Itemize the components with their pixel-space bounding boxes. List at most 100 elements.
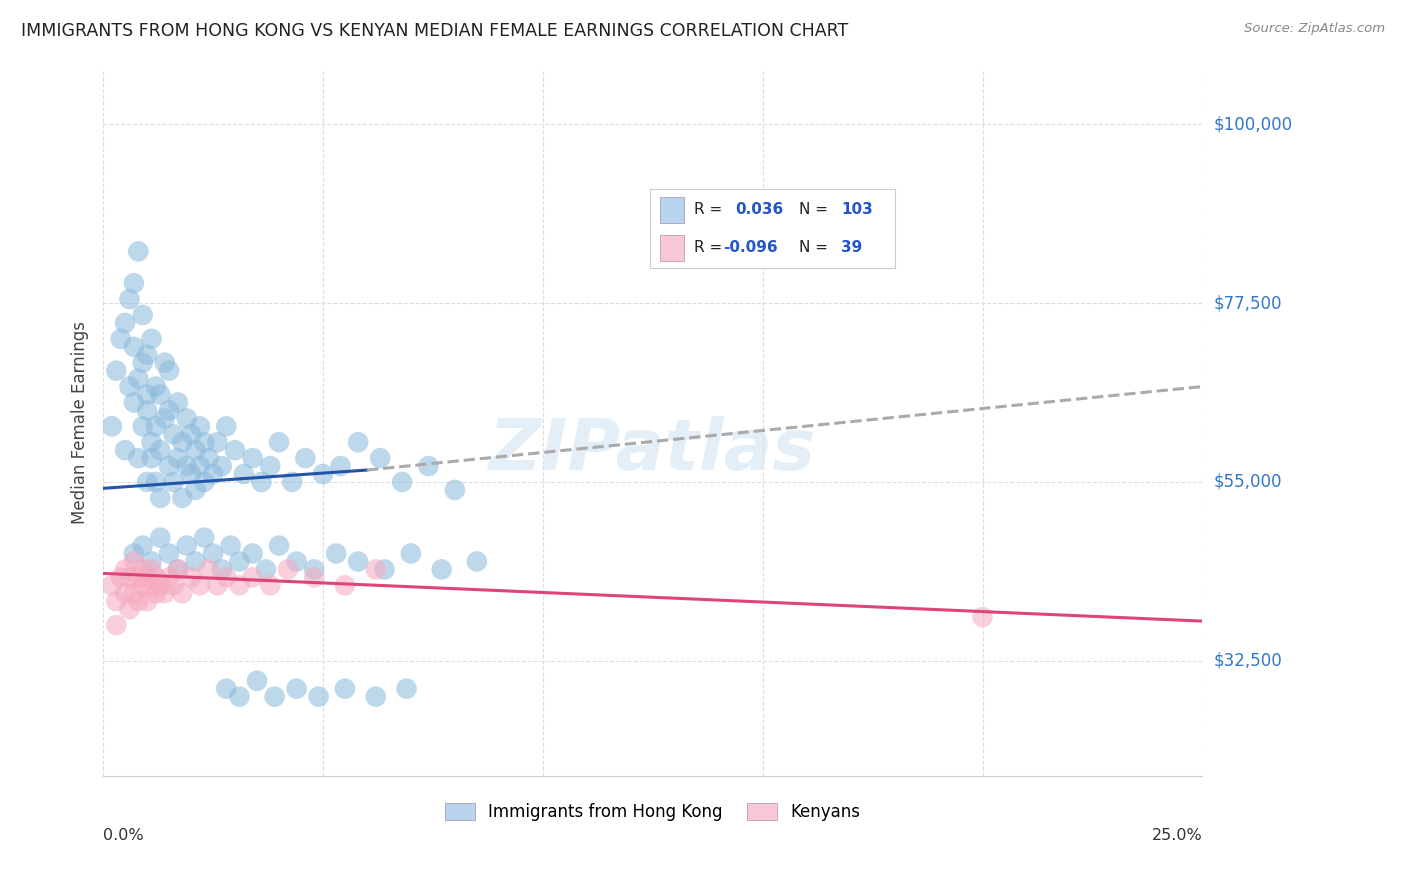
- Point: [127, 594, 149, 608]
- Point: [333, 578, 356, 592]
- Point: [157, 364, 180, 378]
- Point: [136, 475, 159, 489]
- Text: $100,000: $100,000: [1213, 115, 1292, 133]
- Bar: [659, 235, 685, 260]
- Point: [232, 467, 254, 481]
- Point: [141, 451, 163, 466]
- Point: [228, 554, 250, 568]
- Point: [136, 348, 159, 362]
- Point: [188, 419, 211, 434]
- Point: [267, 539, 290, 553]
- Point: [122, 586, 145, 600]
- Point: [242, 451, 264, 466]
- Text: N =: N =: [799, 202, 828, 218]
- Text: 103: 103: [841, 202, 873, 218]
- Point: [391, 475, 413, 489]
- Text: 39: 39: [841, 241, 862, 255]
- Point: [263, 690, 285, 704]
- Point: [162, 427, 184, 442]
- Y-axis label: Median Female Earnings: Median Female Earnings: [72, 321, 89, 524]
- Text: 0.0%: 0.0%: [103, 828, 143, 843]
- Point: [180, 467, 202, 481]
- Point: [127, 244, 149, 259]
- Point: [228, 578, 250, 592]
- Point: [281, 475, 304, 489]
- Point: [267, 435, 290, 450]
- Point: [162, 475, 184, 489]
- Point: [418, 458, 440, 473]
- Point: [153, 356, 176, 370]
- Point: [211, 458, 233, 473]
- Point: [294, 451, 316, 466]
- Point: [184, 483, 207, 497]
- Point: [131, 578, 153, 592]
- Point: [149, 578, 172, 592]
- Point: [259, 458, 281, 473]
- Point: [184, 554, 207, 568]
- Point: [127, 371, 149, 385]
- Point: [285, 554, 308, 568]
- Text: $55,000: $55,000: [1213, 473, 1282, 491]
- Point: [176, 411, 198, 425]
- Point: [149, 491, 172, 505]
- Text: IMMIGRANTS FROM HONG KONG VS KENYAN MEDIAN FEMALE EARNINGS CORRELATION CHART: IMMIGRANTS FROM HONG KONG VS KENYAN MEDI…: [21, 22, 848, 40]
- Text: R =: R =: [695, 202, 723, 218]
- Point: [157, 458, 180, 473]
- Point: [145, 379, 167, 393]
- Point: [131, 539, 153, 553]
- Point: [141, 554, 163, 568]
- Point: [197, 562, 219, 576]
- Point: [333, 681, 356, 696]
- Point: [254, 562, 277, 576]
- Point: [145, 586, 167, 600]
- Point: [122, 340, 145, 354]
- Text: $77,500: $77,500: [1213, 294, 1282, 312]
- Point: [176, 458, 198, 473]
- Point: [259, 578, 281, 592]
- Text: N =: N =: [799, 241, 828, 255]
- Point: [118, 292, 141, 306]
- Point: [242, 547, 264, 561]
- Point: [105, 594, 128, 608]
- Point: [228, 690, 250, 704]
- Point: [167, 395, 190, 409]
- Point: [122, 547, 145, 561]
- Point: [308, 690, 330, 704]
- Point: [211, 562, 233, 576]
- Point: [285, 681, 308, 696]
- Point: [972, 610, 994, 624]
- Point: [141, 332, 163, 346]
- Point: [136, 594, 159, 608]
- Point: [444, 483, 467, 497]
- Point: [202, 547, 225, 561]
- Point: [373, 562, 395, 576]
- Point: [399, 547, 422, 561]
- Point: [153, 411, 176, 425]
- Point: [215, 419, 238, 434]
- Point: [465, 554, 488, 568]
- Point: [149, 531, 172, 545]
- Point: [180, 427, 202, 442]
- Point: [145, 475, 167, 489]
- Point: [167, 562, 190, 576]
- Point: [277, 562, 299, 576]
- Bar: [659, 197, 685, 223]
- Point: [141, 578, 163, 592]
- Point: [312, 467, 335, 481]
- Point: [114, 562, 136, 576]
- Point: [246, 673, 269, 688]
- Point: [110, 570, 132, 584]
- Point: [110, 332, 132, 346]
- Point: [395, 681, 418, 696]
- Point: [207, 435, 229, 450]
- Point: [172, 491, 194, 505]
- Point: [127, 570, 149, 584]
- Point: [172, 435, 194, 450]
- Text: ZIPatlas: ZIPatlas: [489, 417, 817, 485]
- Point: [101, 578, 124, 592]
- Point: [167, 451, 190, 466]
- Point: [122, 276, 145, 290]
- Point: [219, 539, 242, 553]
- Point: [197, 451, 219, 466]
- Point: [329, 458, 352, 473]
